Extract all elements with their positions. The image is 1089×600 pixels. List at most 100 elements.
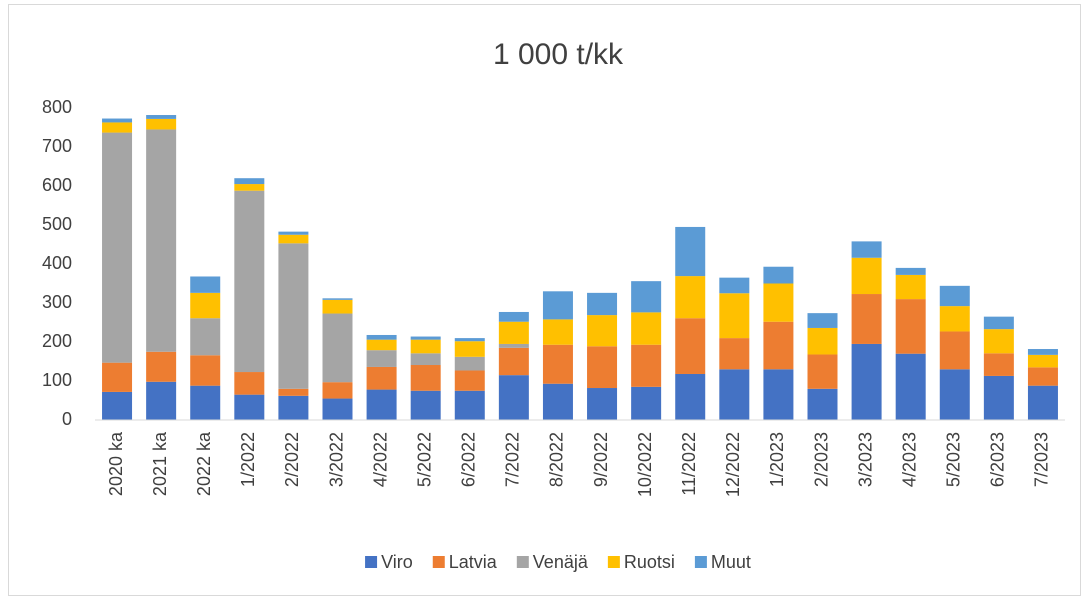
bar-segment xyxy=(498,321,529,344)
bar-segment xyxy=(410,336,441,340)
bar-segment xyxy=(454,338,485,342)
bar-segment xyxy=(851,241,882,258)
bar-segment xyxy=(983,316,1014,330)
bar-segment xyxy=(146,351,177,382)
bar-segment xyxy=(939,331,970,370)
y-tick-label: 800 xyxy=(42,97,72,117)
bar-segment xyxy=(675,373,706,420)
bar-segment xyxy=(322,398,353,420)
bar-segment xyxy=(587,346,618,389)
legend-swatch xyxy=(694,556,707,568)
bar-segment xyxy=(234,178,265,185)
bar-segment xyxy=(1027,354,1058,368)
bar-segment xyxy=(146,381,177,420)
bar-segment xyxy=(102,362,133,392)
legend-label: Ruotsi xyxy=(624,552,675,572)
bar-segment xyxy=(807,327,838,355)
x-tick-label: 6/2022 xyxy=(459,432,479,487)
bar-segment xyxy=(146,115,177,119)
legend-swatch xyxy=(365,556,378,568)
x-tick-label: 2/2023 xyxy=(811,432,831,487)
y-tick-label: 700 xyxy=(42,136,72,156)
bar-segment xyxy=(278,388,309,396)
x-tick-label: 7/2023 xyxy=(1032,432,1052,487)
y-tick-label: 200 xyxy=(42,331,72,351)
bar-segment xyxy=(454,356,485,371)
x-tick-label: 8/2022 xyxy=(547,432,567,487)
bar-segment xyxy=(1027,385,1058,420)
x-tick-label: 6/2023 xyxy=(988,432,1008,487)
x-tick-label: 12/2022 xyxy=(723,432,743,497)
bar-segment xyxy=(498,347,529,376)
bar-segment xyxy=(587,292,618,316)
bar-segment xyxy=(807,313,838,328)
bar-segment xyxy=(719,277,750,294)
bar-segment xyxy=(410,365,441,391)
bar-segment xyxy=(939,306,970,332)
bar-segment xyxy=(939,285,970,307)
bar-segment xyxy=(498,343,529,348)
bar-segment xyxy=(278,243,309,389)
bar-segment xyxy=(939,369,970,420)
bar-segment xyxy=(234,190,265,373)
bar-segment xyxy=(322,313,353,383)
bar-segment xyxy=(366,366,397,390)
bar-segment xyxy=(366,334,397,340)
bar-segment xyxy=(322,298,353,300)
bar-segment xyxy=(763,266,794,284)
bar-segment xyxy=(234,372,265,395)
bar-segment xyxy=(675,276,706,319)
bar-segment xyxy=(851,294,882,344)
x-tick-label: 3/2022 xyxy=(326,432,346,487)
bar-segment xyxy=(719,293,750,339)
bar-segment xyxy=(631,386,662,420)
bar-segment xyxy=(542,319,573,345)
bar-segment xyxy=(763,283,794,322)
x-tick-label: 10/2022 xyxy=(635,432,655,497)
bar-segment xyxy=(542,383,573,420)
bar-segment xyxy=(1027,367,1058,386)
bar-segment xyxy=(190,318,221,356)
y-tick-label: 0 xyxy=(62,409,72,429)
bar-segment xyxy=(454,370,485,391)
bar-segment xyxy=(146,129,177,352)
y-tick-label: 500 xyxy=(42,214,72,234)
bar-segment xyxy=(851,257,882,295)
bar-segment xyxy=(675,318,706,374)
legend-swatch xyxy=(432,556,445,568)
bar-segment xyxy=(1027,349,1058,355)
bar-segment xyxy=(895,274,926,300)
bar-segment xyxy=(366,350,397,367)
bar-segment xyxy=(190,276,221,293)
y-tick-label: 400 xyxy=(42,253,72,273)
bar-segment xyxy=(983,375,1014,420)
x-tick-label: 1/2023 xyxy=(767,432,787,487)
bar-segment xyxy=(410,339,441,354)
chart-title: 1 000 t/kk xyxy=(493,38,624,71)
bar-segment xyxy=(322,299,353,314)
bar-segment xyxy=(631,344,662,387)
bar-segment xyxy=(190,292,221,319)
x-tick-label: 2020 ka xyxy=(106,431,126,496)
bar-segment xyxy=(895,299,926,354)
bar-segment xyxy=(410,353,441,366)
bar-segment xyxy=(851,343,882,420)
bar-segment xyxy=(278,395,309,420)
legend-swatch xyxy=(516,556,529,568)
bar-segment xyxy=(587,315,618,347)
bar-segment xyxy=(190,385,221,420)
bar-segment xyxy=(454,341,485,357)
bar-segment xyxy=(102,118,133,123)
y-tick-label: 600 xyxy=(42,175,72,195)
x-tick-label: 1/2022 xyxy=(238,432,258,487)
x-tick-label: 5/2022 xyxy=(414,432,434,487)
bar-segment xyxy=(983,353,1014,376)
bar-segment xyxy=(895,353,926,420)
x-tick-label: 2021 ka xyxy=(150,431,170,496)
bar-segment xyxy=(542,291,573,320)
bar-segment xyxy=(719,338,750,370)
x-tick-label: 11/2022 xyxy=(679,432,699,496)
bar-segment xyxy=(102,122,133,133)
bar-segment xyxy=(675,226,706,277)
